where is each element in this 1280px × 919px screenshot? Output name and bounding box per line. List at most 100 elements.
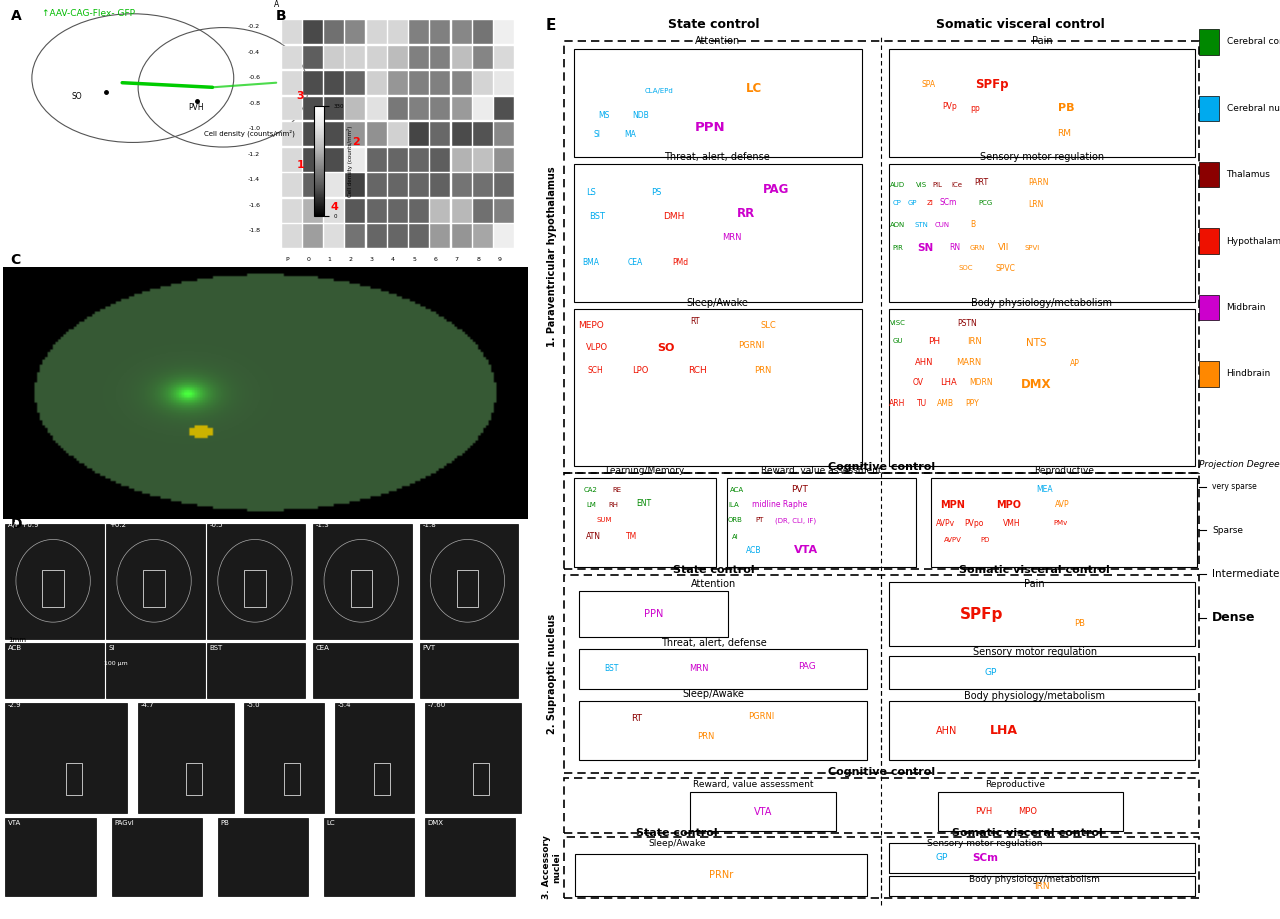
Bar [430, 224, 451, 248]
Bar [472, 224, 493, 248]
Bar [138, 703, 234, 813]
Text: AON: AON [890, 221, 905, 228]
Bar [282, 224, 302, 248]
Bar [244, 703, 324, 813]
Bar [410, 96, 429, 120]
Text: MRN: MRN [722, 233, 741, 242]
Text: Somatic visceral control: Somatic visceral control [952, 827, 1102, 837]
Text: CA2: CA2 [584, 486, 598, 493]
Bar [1199, 96, 1220, 121]
Bar [420, 643, 518, 698]
Bar [282, 148, 302, 172]
Text: SPFp: SPFp [975, 78, 1009, 91]
Text: -1.4: -1.4 [248, 177, 260, 182]
Text: ATN: ATN [586, 532, 600, 541]
Bar [324, 199, 344, 222]
Text: MPO: MPO [1018, 807, 1037, 816]
Text: RN: RN [948, 243, 960, 252]
Bar [472, 199, 493, 222]
Bar [346, 96, 366, 120]
Text: SO: SO [658, 343, 675, 353]
Text: Threat, alert, defense: Threat, alert, defense [664, 153, 771, 163]
Bar [111, 818, 202, 896]
Text: AHN: AHN [937, 726, 957, 735]
Bar [494, 46, 515, 70]
Text: 3: 3 [370, 257, 374, 262]
Bar [346, 122, 366, 146]
Bar [106, 524, 205, 639]
Bar [303, 174, 323, 197]
Text: TM: TM [626, 532, 637, 541]
Bar [452, 20, 472, 44]
Bar [314, 643, 412, 698]
Text: GP: GP [936, 854, 947, 863]
Text: TU: TU [916, 399, 927, 408]
Text: Hindbrain: Hindbrain [1226, 369, 1271, 379]
Text: 3. Accessory
nuclei: 3. Accessory nuclei [541, 835, 562, 900]
Text: B: B [970, 221, 975, 229]
Bar [931, 478, 1197, 567]
Bar [303, 46, 323, 70]
Bar [366, 72, 387, 95]
Bar [346, 174, 366, 197]
Bar [425, 703, 521, 813]
Text: PB: PB [220, 820, 229, 826]
Bar [324, 96, 344, 120]
Y-axis label: Cell density (counts/mm²): Cell density (counts/mm²) [347, 125, 353, 197]
Text: GP: GP [908, 200, 916, 206]
Text: PPN: PPN [695, 121, 726, 134]
Bar [303, 122, 323, 146]
Bar [430, 96, 451, 120]
Text: -1.3: -1.3 [316, 522, 330, 528]
Text: SPFp: SPFp [960, 607, 1004, 621]
Text: LHA: LHA [940, 378, 957, 387]
Text: Sparse: Sparse [1212, 526, 1243, 535]
Text: PSTN: PSTN [957, 319, 978, 327]
Bar [888, 50, 1196, 156]
Text: LHA: LHA [989, 724, 1018, 737]
Bar [452, 46, 472, 70]
Bar [410, 148, 429, 172]
Text: PAG: PAG [799, 662, 815, 671]
Bar [472, 96, 493, 120]
Bar [494, 148, 515, 172]
Text: (DR, CLI, IF): (DR, CLI, IF) [774, 517, 815, 524]
Text: BST: BST [604, 664, 618, 674]
Text: LRN: LRN [1028, 200, 1043, 210]
Text: PD: PD [980, 537, 989, 542]
Text: Sleep/Awake: Sleep/Awake [682, 689, 745, 699]
Bar [564, 41, 1199, 473]
Text: 100 μm: 100 μm [104, 661, 127, 666]
Bar [366, 174, 387, 197]
Text: Cognitive control: Cognitive control [828, 767, 934, 777]
Bar [334, 703, 415, 813]
Bar [888, 583, 1196, 646]
Bar [324, 148, 344, 172]
Text: Reward, value assessment: Reward, value assessment [760, 466, 881, 475]
Text: SCH: SCH [588, 366, 603, 375]
Text: A/P +0.9: A/P +0.9 [8, 522, 38, 528]
Bar [494, 174, 515, 197]
Text: Body physiology/metabolism: Body physiology/metabolism [972, 298, 1112, 308]
Text: ↑AAV-CAG-Flex- GFP: ↑AAV-CAG-Flex- GFP [42, 9, 136, 18]
Text: CUN: CUN [934, 221, 950, 228]
Bar [388, 224, 408, 248]
Text: MEA: MEA [1036, 485, 1052, 494]
Bar [888, 656, 1196, 688]
Text: Sleep/Awake: Sleep/Awake [649, 839, 705, 848]
Bar [575, 855, 867, 896]
Bar [888, 843, 1196, 873]
Bar [410, 199, 429, 222]
Text: PPY: PPY [965, 399, 979, 408]
Text: State control: State control [668, 18, 759, 31]
Text: -1.8: -1.8 [248, 228, 260, 233]
Bar [888, 876, 1196, 896]
Text: RR: RR [737, 208, 755, 221]
Bar [366, 96, 387, 120]
Text: PT: PT [755, 517, 764, 524]
Bar [494, 224, 515, 248]
Text: ARH: ARH [890, 399, 906, 408]
Text: VIS: VIS [916, 182, 927, 187]
Bar [314, 524, 412, 639]
Bar [143, 570, 165, 607]
